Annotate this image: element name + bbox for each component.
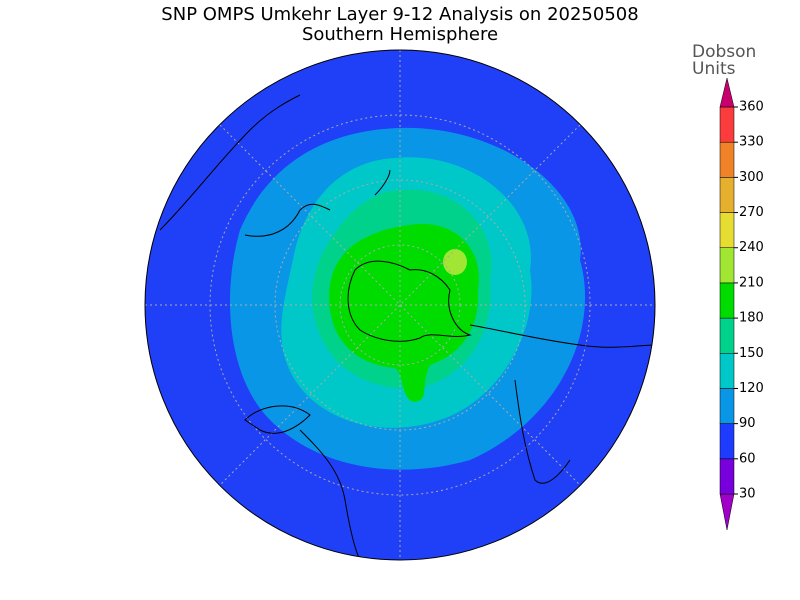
colorbar-tick-label: 270 [739, 205, 764, 220]
colorbar-segment [719, 212, 735, 248]
colorbar-segment [719, 423, 735, 460]
colorbar-tick-label: 330 [739, 135, 764, 150]
colorbar-segment [719, 388, 735, 424]
graticule [145, 50, 655, 560]
colorbar: Dobson Units 30 60 90 120 150 180 210 240 270 300… [692, 42, 764, 531]
colorbar-segment [719, 317, 735, 354]
colorbar-segment [719, 353, 735, 389]
map [145, 50, 655, 560]
colorbar-segment [719, 282, 735, 319]
colorbar-tick-label: 360 [739, 100, 764, 115]
colorbar-tick-label: 60 [739, 451, 756, 466]
subtitle: Southern Hemisphere [302, 24, 498, 45]
colorbar-tick-label: 150 [739, 346, 764, 361]
colorbar-segment [719, 458, 735, 495]
colorbar-segment [719, 141, 735, 178]
colorbar-tick-label: 210 [739, 275, 764, 290]
colorbar-tick-label: 240 [739, 240, 764, 255]
colorbar-segment [719, 77, 735, 108]
colorbar-tick-label: 30 [739, 487, 756, 502]
colorbar-segment [719, 106, 735, 143]
colorbar-segment [719, 247, 735, 284]
title: SNP OMPS Umkehr Layer 9-12 Analysis on 2… [161, 4, 638, 25]
coastlines [159, 94, 655, 560]
colorbar-label: Units [692, 59, 736, 79]
band-180-210 [329, 223, 479, 402]
colorbar-tick-label: 90 [739, 416, 756, 431]
colorbar-label: Dobson [692, 42, 756, 62]
colorbar-tick-label: 180 [739, 311, 764, 326]
colorbar-segment [719, 177, 735, 213]
colorbar-tick-label: 120 [739, 381, 764, 396]
colorbar-segment [719, 493, 735, 531]
colorbar-tick-label: 300 [739, 170, 764, 185]
globe-edge [144, 49, 656, 561]
band-210-240 [443, 249, 467, 275]
